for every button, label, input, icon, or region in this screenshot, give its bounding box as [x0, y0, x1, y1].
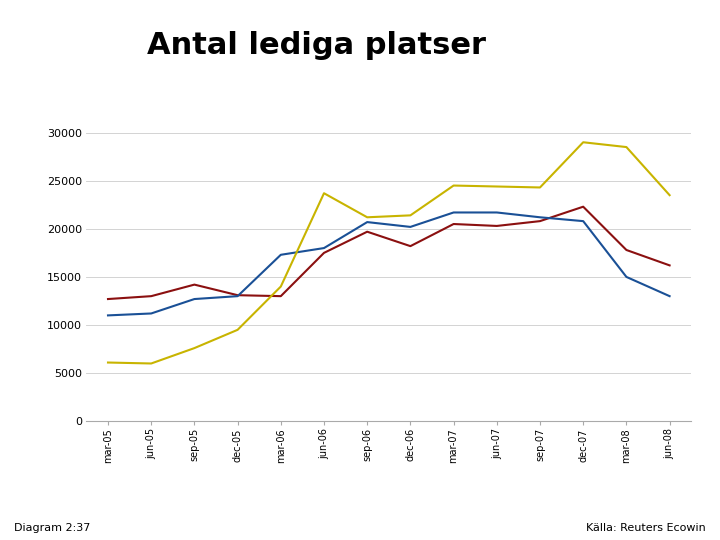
- Text: Källa: Reuters Ecowin: Källa: Reuters Ecowin: [586, 523, 706, 533]
- Text: Diagram 2:37: Diagram 2:37: [14, 523, 91, 533]
- Text: Antal lediga platser: Antal lediga platser: [148, 31, 486, 60]
